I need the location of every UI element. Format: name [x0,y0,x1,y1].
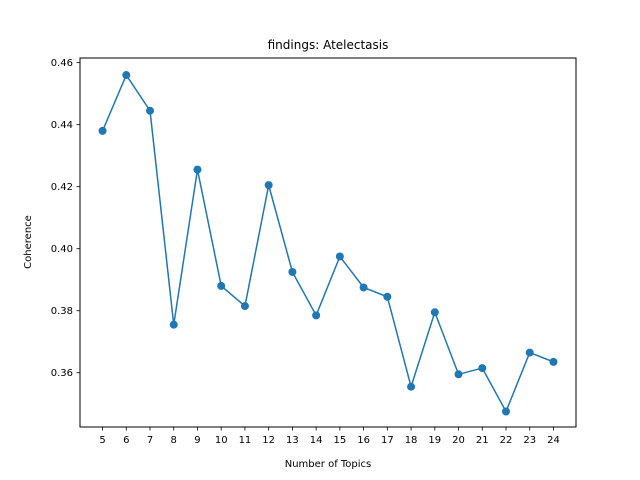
data-point [122,71,131,80]
x-tick-label: 20 [452,435,465,446]
data-point [169,320,178,329]
data-point [501,407,510,416]
x-tick-label: 11 [239,435,252,446]
x-tick-label: 18 [405,435,418,446]
data-point [217,281,226,290]
y-axis: 0.36 0.38 0.40 0.42 0.44 0.46 [51,58,80,379]
x-tick-label: 8 [171,435,177,446]
data-point [478,364,487,373]
x-tick-label: 10 [215,435,228,446]
y-tick-label: 0.36 [51,368,73,379]
y-tick-label: 0.38 [51,306,73,317]
data-point [98,126,107,135]
x-tick-label: 16 [357,435,370,446]
x-axis-label: Number of Topics [285,459,372,470]
plot-area [79,57,577,428]
data-point [383,292,392,301]
data-point [335,252,344,261]
x-tick-label: 19 [428,435,441,446]
y-axis-label: Coherence [23,215,34,269]
data-point [312,311,321,320]
x-tick-label: 6 [123,435,129,446]
y-tick-label: 0.46 [51,58,73,69]
x-tick-label: 12 [262,435,275,446]
data-point [240,302,249,311]
x-tick-label: 7 [147,435,153,446]
x-tick-label: 5 [99,435,105,446]
data-point [146,106,155,115]
y-tick-label: 0.42 [51,182,73,193]
x-tick-label: 22 [500,435,513,446]
data-point [430,308,439,317]
data-point [264,181,273,190]
data-point [525,348,534,357]
data-point [407,382,416,391]
x-axis: 5 6 7 8 9 10 11 12 13 14 15 16 17 18 19 20 21 22 23 24 [99,427,560,446]
chart-title: findings: Atelectasis [268,38,389,52]
x-tick-label: 21 [476,435,489,446]
x-tick-label: 17 [381,435,394,446]
x-tick-label: 24 [547,435,560,446]
data-points [98,71,558,416]
x-tick-label: 13 [286,435,299,446]
x-tick-label: 23 [523,435,536,446]
x-tick-label: 15 [333,435,346,446]
y-tick-label: 0.44 [51,120,73,131]
data-point [454,370,463,379]
data-point [288,267,297,276]
data-point [549,357,558,366]
data-point [359,283,368,292]
x-tick-label: 9 [194,435,200,446]
series-line-coherence [101,73,554,414]
y-tick-label: 0.40 [51,244,73,255]
x-tick-label: 14 [310,435,323,446]
data-point [193,165,202,174]
